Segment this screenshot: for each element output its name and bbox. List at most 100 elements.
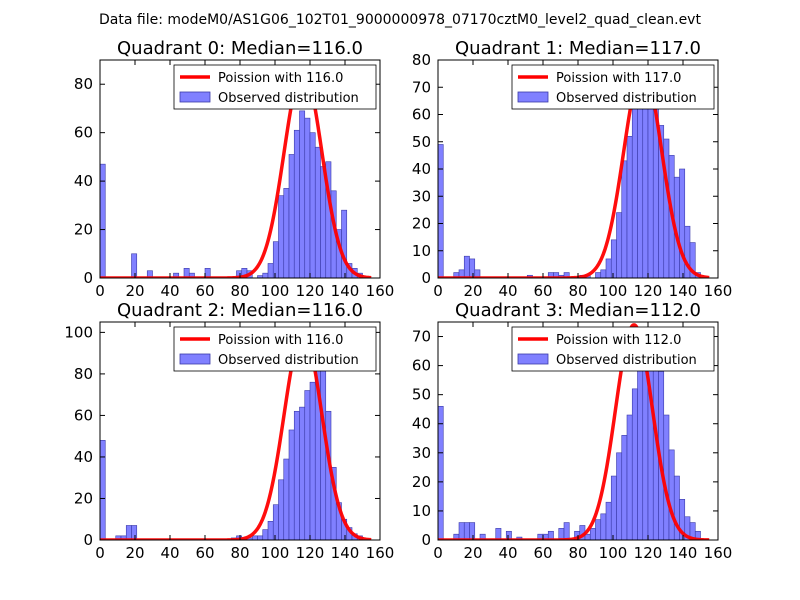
- histogram-bar: [679, 168, 686, 278]
- histogram-bar: [637, 89, 644, 278]
- histogram-bar: [278, 195, 285, 278]
- y-tick-label: 20: [412, 215, 431, 233]
- y-tick-label: 0: [83, 531, 93, 549]
- x-tick-label: 0: [95, 282, 105, 300]
- x-tick-label: 20: [125, 282, 144, 300]
- x-tick-label: 20: [463, 544, 482, 562]
- legend-bar-label: Observed distribution: [556, 353, 697, 368]
- legend-curve-label: Poission with 117.0: [556, 71, 681, 86]
- y-tick-label: 40: [74, 448, 93, 466]
- x-tick-label: 120: [634, 282, 663, 300]
- histogram-bar: [293, 410, 300, 540]
- histogram-bar: [146, 270, 153, 278]
- histogram-bar: [288, 429, 295, 540]
- histogram-bar: [267, 263, 274, 278]
- histogram-bar: [616, 452, 623, 540]
- histogram-bar: [637, 362, 644, 540]
- histogram-bar: [474, 269, 481, 278]
- y-tick-label: 30: [412, 444, 431, 462]
- histogram-bar: [272, 241, 279, 278]
- histogram-bar: [438, 144, 444, 278]
- legend: Poission with 116.0 Observed distribution: [173, 64, 377, 110]
- x-tick-label: 160: [366, 282, 395, 300]
- histogram-bar: [505, 530, 512, 540]
- histogram-bar: [283, 458, 290, 540]
- y-tick-label: 40: [412, 160, 431, 178]
- x-tick-label: 0: [95, 544, 105, 562]
- quadrant-0-chart: Quadrant 0: Median=116.0 0 20 40 60 80 100 120 1…: [74, 38, 394, 300]
- legend-bar-swatch: [517, 91, 549, 103]
- histogram-bar: [610, 239, 617, 278]
- y-tick-label: 50: [412, 386, 431, 404]
- x-tick-label: 160: [366, 544, 395, 562]
- y-tick-label: 60: [412, 106, 431, 124]
- histogram-bar: [463, 255, 470, 278]
- histogram-bar: [589, 528, 596, 540]
- histogram-bar: [125, 525, 132, 540]
- y-tick-label: 80: [74, 75, 93, 93]
- x-tick-label: 100: [599, 282, 628, 300]
- x-tick-label: 0: [433, 544, 443, 562]
- quadrant-3-chart: Quadrant 3: Median=112.00 20 40 60 80 100 120 1…: [412, 300, 732, 562]
- histogram-bar: [563, 522, 570, 540]
- y-tick-label: 60: [74, 124, 93, 142]
- quadrant-3-data: [438, 323, 710, 540]
- y-tick-label: 20: [74, 489, 93, 507]
- histogram-bar: [267, 521, 274, 540]
- x-tick-label: 140: [331, 282, 360, 300]
- legend-bar-label: Observed distribution: [218, 91, 359, 106]
- y-tick-label: 40: [74, 172, 93, 190]
- histogram-bar: [463, 522, 470, 540]
- histogram-bar: [131, 253, 138, 278]
- histogram-bar: [309, 132, 316, 278]
- y-tick-label: 20: [412, 473, 431, 491]
- x-tick-label: 40: [498, 544, 517, 562]
- histogram-bar: [304, 390, 311, 540]
- x-tick-label: 80: [568, 282, 587, 300]
- x-tick-label: 80: [230, 282, 249, 300]
- x-tick-label: 40: [160, 282, 179, 300]
- histogram-bar: [304, 117, 311, 278]
- legend-curve-label: Poission with 112.0: [556, 333, 681, 348]
- legend-bar-label: Observed distribution: [556, 91, 697, 106]
- y-tick-label: 0: [83, 269, 93, 287]
- histogram-bar: [272, 504, 279, 540]
- y-tick-label: 60: [74, 406, 93, 424]
- legend: Poission with 116.0 Observed distribution: [173, 326, 377, 372]
- histogram-bar: [631, 95, 638, 278]
- histogram-bar: [621, 160, 628, 278]
- quadrant-1-data: [438, 66, 710, 278]
- x-tick-label: 160: [704, 544, 733, 562]
- y-tick-label: 70: [412, 78, 431, 96]
- histogram-bar: [547, 530, 554, 540]
- y-tick-label: 40: [412, 415, 431, 433]
- histogram-bar: [469, 258, 476, 278]
- histogram-bar: [605, 501, 612, 540]
- y-tick-label: 80: [412, 51, 431, 69]
- histogram-bar: [299, 406, 306, 540]
- histogram-bar: [341, 209, 348, 278]
- histogram-bar: [314, 146, 321, 278]
- y-tick-label: 30: [412, 187, 431, 205]
- histogram-bar: [469, 522, 476, 540]
- y-tick-label: 60: [412, 357, 431, 375]
- x-tick-label: 140: [331, 544, 360, 562]
- histogram-bar: [621, 435, 628, 540]
- y-tick-label: 10: [412, 502, 431, 520]
- y-tick-label: 0: [421, 531, 431, 549]
- legend-curve-label: Poission with 116.0: [218, 71, 343, 86]
- histogram-bar: [600, 269, 607, 278]
- legend-bar-swatch: [517, 353, 549, 365]
- x-tick-label: 80: [568, 544, 587, 562]
- x-tick-label: 20: [125, 544, 144, 562]
- y-tick-label: 10: [412, 242, 431, 260]
- x-tick-label: 60: [533, 282, 552, 300]
- x-tick-label: 40: [160, 544, 179, 562]
- histogram-bar: [495, 528, 502, 540]
- histogram-bar: [131, 525, 138, 540]
- quadrant-0-data: [100, 67, 372, 278]
- quadrant-3-title: Quadrant 3: Median=112.0: [455, 300, 701, 321]
- histogram-bar: [631, 388, 638, 540]
- legend-bar-label: Observed distribution: [218, 353, 359, 368]
